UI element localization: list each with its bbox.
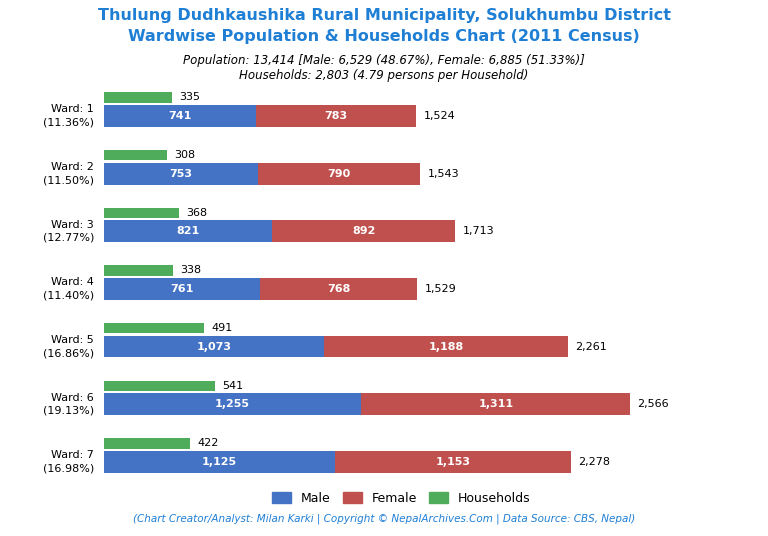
Bar (104, 438, 190, 449)
Bar (324, 336, 568, 358)
Text: 1,073: 1,073 (197, 341, 231, 352)
Bar (104, 393, 361, 415)
Bar (104, 336, 324, 358)
Bar (260, 278, 418, 300)
Legend: Male, Female, Households: Male, Female, Households (266, 487, 536, 510)
Text: 368: 368 (187, 208, 207, 218)
Bar (104, 381, 215, 391)
Text: (Chart Creator/Analyst: Milan Karki | Copyright © NepalArchives.Com | Data Sourc: (Chart Creator/Analyst: Milan Karki | Co… (133, 513, 635, 524)
Text: 338: 338 (180, 265, 201, 276)
Text: Population: 13,414 [Male: 6,529 (48.67%), Female: 6,885 (51.33%)]: Population: 13,414 [Male: 6,529 (48.67%)… (183, 54, 585, 66)
Bar (104, 105, 256, 127)
Text: 1,125: 1,125 (201, 457, 237, 467)
Text: 821: 821 (177, 226, 200, 236)
Bar (104, 92, 173, 103)
Text: 1,529: 1,529 (425, 284, 456, 294)
Text: Households: 2,803 (4.79 persons per Household): Households: 2,803 (4.79 persons per Hous… (240, 69, 528, 81)
Text: 1,255: 1,255 (215, 399, 250, 409)
Text: Wardwise Population & Households Chart (2011 Census): Wardwise Population & Households Chart (… (128, 29, 640, 44)
Text: 1,311: 1,311 (478, 399, 513, 409)
Bar (258, 162, 420, 184)
Text: 308: 308 (174, 150, 195, 160)
Bar (104, 451, 335, 473)
Bar (256, 105, 416, 127)
Text: Thulung Dudhkaushika Rural Municipality, Solukhumbu District: Thulung Dudhkaushika Rural Municipality,… (98, 8, 670, 23)
Text: 491: 491 (212, 323, 233, 333)
Bar (104, 323, 204, 333)
Text: 541: 541 (222, 381, 243, 391)
Text: 892: 892 (352, 226, 376, 236)
Bar (104, 162, 258, 184)
Text: 2,261: 2,261 (575, 341, 607, 352)
Bar (272, 220, 455, 242)
Text: 790: 790 (328, 169, 351, 178)
Bar (104, 150, 167, 160)
Text: 1,153: 1,153 (435, 457, 470, 467)
Bar (104, 207, 179, 218)
Text: 1,188: 1,188 (429, 341, 463, 352)
Bar (104, 278, 260, 300)
Text: 761: 761 (170, 284, 194, 294)
Bar (104, 220, 272, 242)
Text: 1,543: 1,543 (428, 169, 459, 178)
Bar (335, 451, 571, 473)
Text: 2,566: 2,566 (637, 399, 669, 409)
Bar (361, 393, 631, 415)
Bar (104, 265, 173, 276)
Text: 753: 753 (170, 169, 193, 178)
Text: 1,713: 1,713 (462, 226, 494, 236)
Text: 422: 422 (197, 438, 219, 449)
Text: 1,524: 1,524 (424, 111, 455, 121)
Text: 741: 741 (168, 111, 191, 121)
Text: 768: 768 (327, 284, 350, 294)
Text: 335: 335 (180, 93, 200, 102)
Text: 2,278: 2,278 (578, 457, 611, 467)
Text: 783: 783 (325, 111, 348, 121)
